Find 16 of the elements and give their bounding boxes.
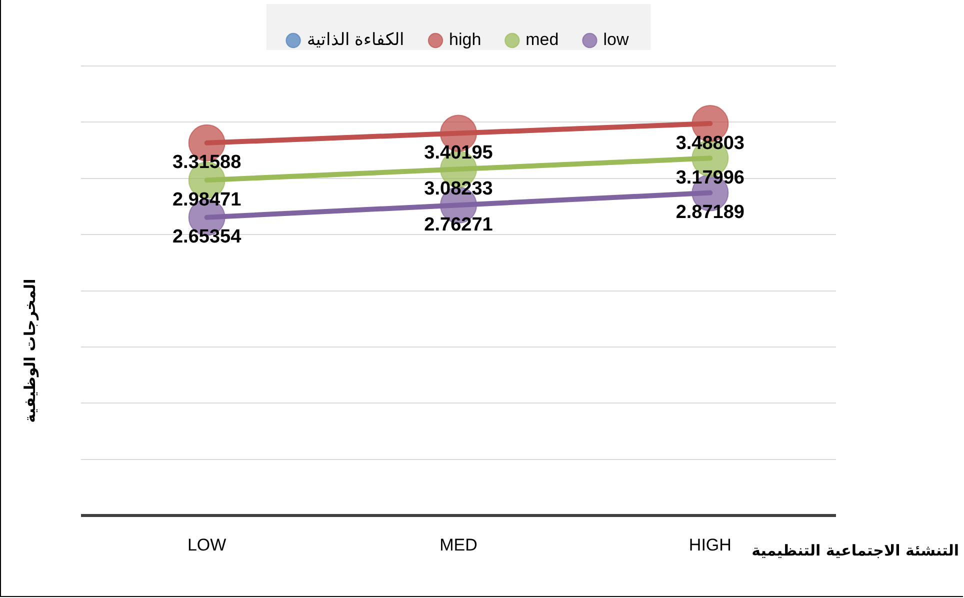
x-tick-label: LOW: [187, 535, 226, 554]
legend-label: low: [603, 30, 630, 50]
data-label: 2.76271: [424, 214, 494, 236]
data-label: 3.17996: [676, 167, 745, 188]
legend-label: الكفاءة الذاتية: [306, 30, 405, 50]
legend-label: med: [526, 30, 559, 50]
x-tick-label: HIGH: [688, 535, 732, 554]
legend-label: high: [449, 30, 482, 50]
x-tick-label: MED: [440, 535, 478, 554]
data-label: 2.98471: [172, 189, 242, 210]
x-axis-title: التنشئة الاجتماعية التنظيمية: [752, 541, 959, 560]
y-axis-title: المخرجات الوظيفية: [20, 278, 39, 423]
data-label: 3.31588: [172, 152, 242, 174]
data-label: 2.87189: [676, 202, 745, 224]
data-label: 2.65354: [172, 226, 242, 248]
data-label: 3.08233: [424, 178, 493, 200]
